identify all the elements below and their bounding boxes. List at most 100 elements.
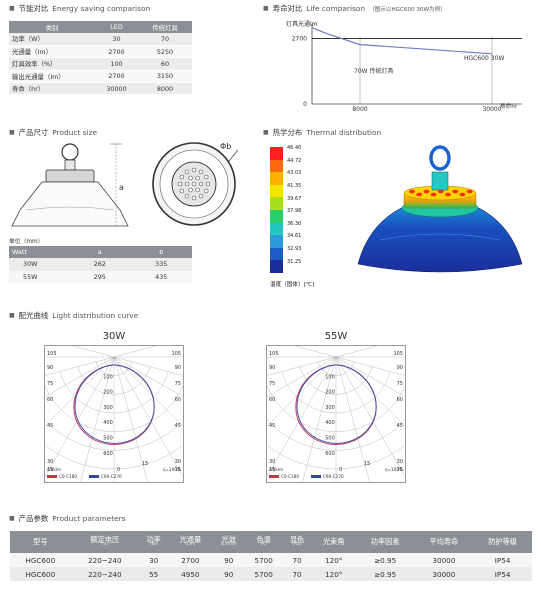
y-tick-label: 0	[303, 101, 307, 108]
params-header-cell: 色温 (K)	[245, 531, 283, 553]
polar-spoke	[113, 356, 184, 376]
thermal-swatch	[270, 147, 283, 160]
led-chip	[179, 188, 185, 194]
table-row: 寿命（hr） 30000 8000	[9, 82, 192, 96]
polar-angle-label: 30	[397, 459, 403, 465]
polar-spoke	[113, 356, 184, 398]
thermal-scale-label: 32.93	[287, 246, 302, 253]
table-row: 灯具效率（%） 100 60	[9, 57, 192, 71]
energy-table-header: 类别 LED 传统灯具	[9, 21, 192, 33]
polar-angle-label: 60	[397, 397, 403, 403]
polar-spoke	[68, 345, 115, 358]
polar-title-30w: 30W	[102, 331, 126, 342]
polar-radius-label: 600	[325, 451, 335, 457]
table-row: HGC600 220~240 55 4950 90 5700 70 120° ≥0.95 3000…	[10, 567, 532, 581]
polar-angle-label: 105	[269, 351, 279, 357]
life-xlabel: 寿命hr	[500, 102, 518, 110]
table-row: 30W 262 335	[9, 258, 192, 271]
thermal-swatch	[270, 210, 283, 223]
led-chip	[198, 169, 204, 175]
polar-spoke	[266, 356, 337, 376]
life-ylabel: 灯具光通lm	[286, 20, 318, 28]
bullet-icon: ■	[9, 312, 15, 319]
lamp-side-view: a	[11, 143, 129, 227]
table-cell: 335	[130, 258, 192, 271]
params-header-label: 防护等级	[488, 537, 517, 547]
polar-spoke	[290, 345, 337, 358]
table-cell: 60	[137, 57, 192, 71]
table-cell: 100	[95, 57, 138, 71]
table-cell: 30000	[414, 553, 474, 567]
polar-spoke	[335, 356, 406, 398]
table-cell: 55W	[9, 270, 69, 283]
params-header-label: 平均寿命	[429, 537, 459, 547]
table-cell: 90	[212, 567, 246, 581]
table-cell: 5700	[245, 567, 283, 581]
distribution-section-title: ■ 配光曲线 Light distribution curve	[9, 310, 138, 321]
polar-angle-label: 45	[175, 423, 181, 429]
hot-spot	[452, 189, 459, 194]
thermal-hanging-ring	[429, 145, 451, 171]
led-chip	[184, 181, 190, 187]
hot-spot	[416, 192, 423, 197]
driver-housing	[45, 169, 95, 183]
table-cell: ≥0.95	[355, 553, 415, 567]
params-header-unit: (Lm/W)	[220, 542, 237, 548]
table-cell: 3150	[137, 70, 192, 84]
params-header-cell: 功率因素	[355, 531, 415, 553]
legend-swatch-c0	[47, 475, 57, 478]
energy-table: 类别 LED 传统灯具 功率（W） 30 70 光通量（lm） 2700 5250 灯具…	[9, 21, 192, 96]
table-cell: 70	[282, 553, 312, 567]
table-cell: 输出光通量（lm）	[9, 70, 95, 84]
polar-radius-label: 500	[103, 436, 113, 442]
legend-swatch-c90	[311, 475, 321, 478]
params-header-label: 光效	[221, 534, 236, 544]
polar-radius-label: 100	[325, 374, 335, 380]
thermal-title-cn: 热学分布	[272, 128, 303, 137]
thermal-scale-step: 39.67	[270, 196, 301, 210]
thermal-swatch	[270, 184, 283, 198]
polar-spoke	[302, 356, 337, 483]
dimension-b-label: Φb	[220, 142, 231, 151]
table-cell: 70	[137, 33, 192, 46]
polar-title-55w: 55W	[324, 331, 348, 342]
distribution-title-cn: 配光曲线	[18, 311, 49, 320]
table-cell: 262	[69, 258, 131, 271]
table-cell: ≥0.95	[355, 567, 415, 581]
table-cell: 寿命（hr）	[9, 82, 95, 96]
polar-radius-label: 300	[325, 405, 335, 411]
thermal-scale-step: 32.93	[270, 246, 302, 261]
polar-angle-label: 15	[364, 461, 370, 467]
polar-spoke	[113, 356, 148, 483]
polar-radius-label: 200	[325, 390, 335, 396]
legend-label-c0: C0-C180	[281, 474, 299, 479]
thermal-caption: 温度（固体）[℃]	[270, 282, 315, 288]
shade-line	[25, 206, 115, 211]
params-header-cell: 光效 (Lm/W)	[212, 531, 246, 553]
neck	[64, 159, 76, 171]
table-cell: 4950	[168, 567, 213, 581]
bullet-icon: ■	[263, 5, 269, 12]
polar-angle-label: 105	[393, 351, 403, 357]
table-cell: HGC600	[10, 567, 71, 581]
legend-label-c90: C90-C270	[101, 474, 122, 479]
polar-spoke	[44, 356, 115, 376]
table-cell: 55	[138, 567, 169, 581]
hot-spot	[466, 189, 473, 194]
legend-label-c0: C0-C180	[59, 474, 77, 479]
params-header-cell: 光束角	[311, 531, 356, 553]
params-table: 型号 额定电压 （V） 功率 (W) 光通量 (Lm) 光效 (Lm/W) 色温 (K) 显色 (Ra)…	[10, 531, 532, 581]
polar-spoke	[335, 345, 382, 358]
life-title-cn: 寿命对比	[272, 4, 303, 13]
thermal-scale-label: 31.25	[287, 258, 302, 265]
led-chip	[198, 193, 204, 199]
distribution-title-en: Light distribution curve	[52, 311, 139, 320]
polar-angle-label: 15	[142, 461, 148, 467]
life-section-title: ■ 寿命对比 Life comparison （图示以HGC600 30W为例）	[263, 3, 446, 14]
led-chip	[191, 181, 197, 187]
led-chip	[191, 195, 197, 201]
x-tick-label: 8000	[352, 106, 367, 113]
table-cell: 2700	[168, 553, 213, 567]
led-chip	[188, 187, 193, 193]
dimension-a-label: a	[119, 183, 124, 192]
